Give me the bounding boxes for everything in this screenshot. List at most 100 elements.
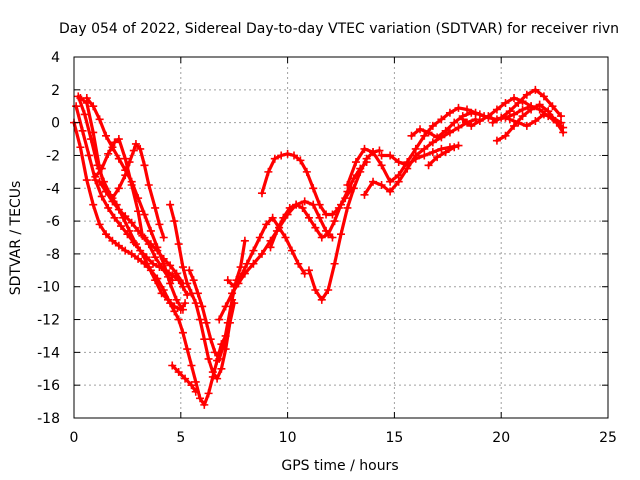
- data-point: [497, 113, 506, 122]
- data-point: [121, 212, 130, 221]
- data-point: [125, 226, 134, 235]
- data-point: [324, 286, 333, 295]
- data-point: [510, 121, 519, 130]
- data-point: [330, 259, 339, 268]
- data-point: [82, 176, 91, 185]
- data-series-16: [343, 103, 489, 189]
- data-point: [172, 269, 181, 278]
- data-point: [187, 361, 196, 370]
- data-point: [488, 118, 497, 127]
- series-trace: [380, 144, 461, 167]
- data-point: [501, 98, 510, 107]
- data-point: [146, 226, 155, 235]
- data-point: [445, 108, 454, 117]
- series-trace: [307, 148, 381, 302]
- data-point: [108, 236, 117, 245]
- data-point: [514, 118, 523, 127]
- data-point: [257, 189, 266, 198]
- y-tick-label: 0: [51, 116, 60, 132]
- data-point: [191, 299, 200, 308]
- data-point: [535, 100, 544, 109]
- data-point: [151, 253, 160, 262]
- data-point: [166, 261, 175, 270]
- data-point: [420, 131, 429, 140]
- data-point: [138, 249, 147, 258]
- data-point: [217, 364, 226, 373]
- data-series-15: [304, 146, 384, 304]
- y-tick-label: -6: [46, 214, 60, 230]
- series-trace: [168, 203, 236, 381]
- data-series-6: [91, 135, 177, 285]
- data-point: [548, 113, 557, 122]
- data-point: [349, 184, 358, 193]
- data-point: [454, 123, 463, 132]
- data-point: [121, 171, 130, 180]
- y-axis-title: SDTVAR / TECUs: [8, 181, 24, 296]
- data-point: [187, 381, 196, 390]
- data-point: [411, 154, 420, 163]
- data-point: [108, 194, 117, 203]
- series-trace: [217, 199, 335, 322]
- data-point: [95, 220, 104, 229]
- data-point: [441, 126, 450, 135]
- data-point: [155, 220, 164, 229]
- data-point: [89, 128, 98, 137]
- data-point: [193, 289, 202, 298]
- x-tick-label: 25: [599, 430, 617, 446]
- data-point: [416, 125, 425, 134]
- data-point: [441, 148, 450, 157]
- data-point: [300, 197, 309, 206]
- data-point: [433, 153, 442, 162]
- data-point: [492, 105, 501, 114]
- data-point: [223, 276, 232, 285]
- data-series-18: [377, 141, 463, 170]
- data-point: [206, 335, 215, 344]
- data-point: [257, 249, 266, 258]
- data-point: [505, 107, 514, 116]
- data-point: [174, 315, 183, 324]
- series-trace: [427, 145, 456, 167]
- data-point: [110, 213, 119, 222]
- y-tick-label: -8: [46, 247, 60, 263]
- data-point: [294, 259, 303, 268]
- data-point: [183, 279, 192, 288]
- y-tick-label: -18: [37, 411, 60, 427]
- data-point: [102, 131, 111, 140]
- data-series-22: [488, 85, 566, 127]
- data-point: [317, 295, 326, 304]
- data-point: [437, 144, 446, 153]
- data-point: [544, 107, 553, 116]
- data-point: [80, 110, 89, 119]
- x-tick-label: 5: [176, 430, 185, 446]
- data-point: [522, 121, 531, 130]
- data-point: [114, 205, 123, 214]
- data-point: [510, 94, 519, 103]
- data-point: [360, 190, 369, 199]
- data-point: [424, 161, 433, 170]
- data-point: [153, 243, 162, 252]
- data-point: [454, 103, 463, 112]
- data-point: [287, 246, 296, 255]
- data-point: [386, 177, 395, 186]
- data-point: [394, 177, 403, 186]
- data-series-20: [424, 143, 459, 170]
- data-point: [129, 146, 138, 155]
- data-point: [240, 236, 249, 245]
- data-point: [181, 299, 190, 308]
- data-point: [202, 318, 211, 327]
- data-point: [315, 200, 324, 209]
- data-point: [78, 126, 87, 135]
- data-point: [219, 341, 228, 350]
- data-point: [140, 210, 149, 219]
- data-point: [189, 276, 198, 285]
- data-point: [215, 315, 224, 324]
- data-point: [127, 218, 136, 227]
- data-point: [403, 161, 412, 170]
- data-point: [97, 164, 106, 173]
- data-point: [264, 167, 273, 176]
- data-point: [114, 184, 123, 193]
- data-point: [168, 276, 177, 285]
- data-point: [304, 213, 313, 222]
- data-point: [285, 203, 294, 212]
